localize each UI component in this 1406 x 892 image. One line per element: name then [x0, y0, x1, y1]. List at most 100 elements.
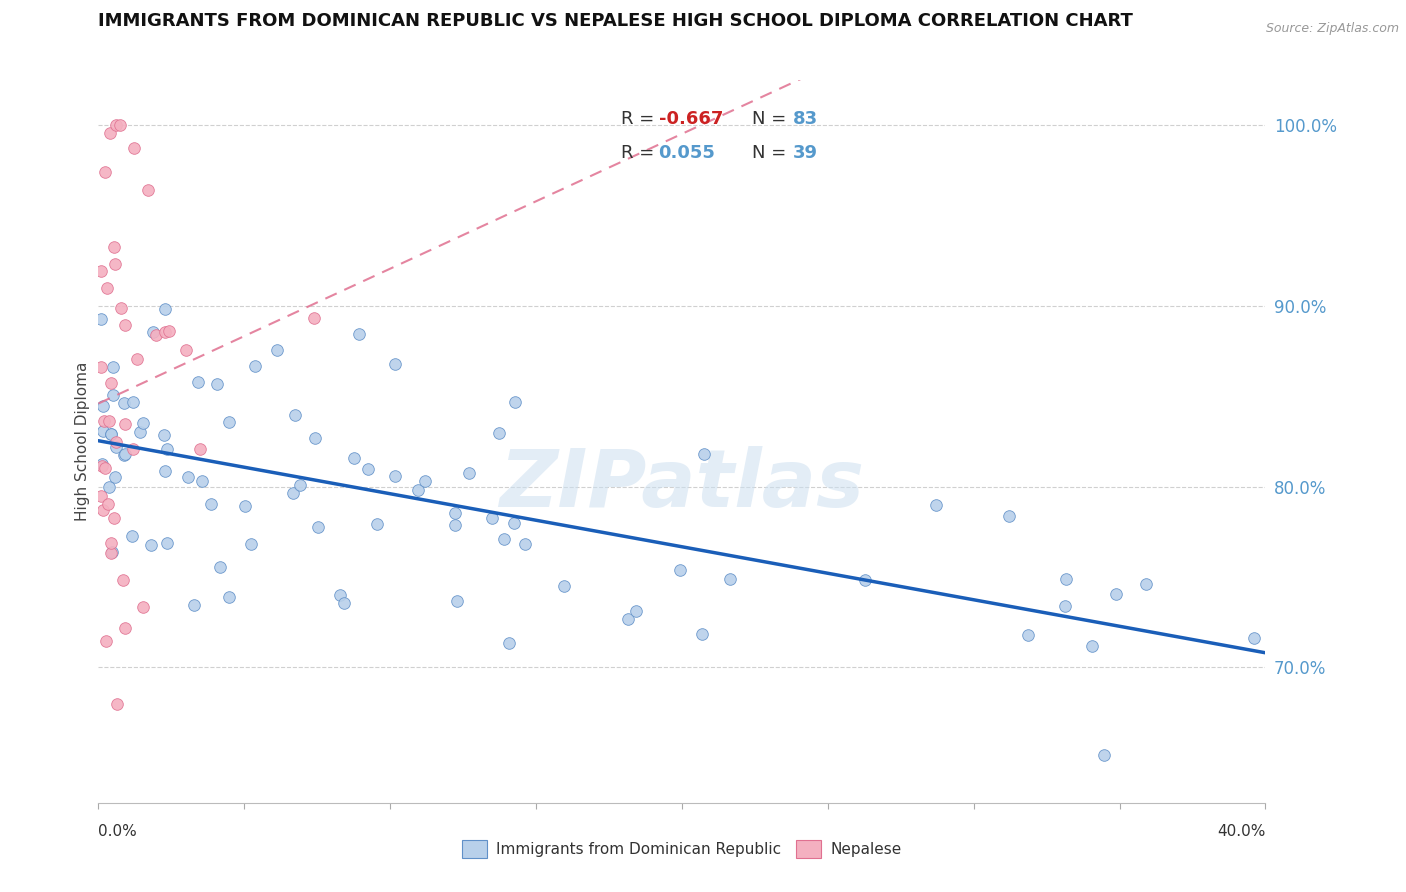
Point	[333, 596, 356, 610]
Point	[91, 502, 114, 516]
Point	[97, 497, 120, 511]
Point	[281, 486, 304, 500]
Point	[498, 636, 520, 650]
Point	[112, 396, 135, 410]
Point	[105, 119, 128, 133]
Point	[444, 518, 467, 533]
Point	[718, 572, 741, 586]
Point	[104, 440, 127, 454]
Text: 0.0%: 0.0%	[98, 824, 138, 839]
Point	[349, 327, 371, 342]
Point	[177, 470, 200, 484]
Point	[100, 427, 122, 442]
Point	[693, 447, 716, 461]
Point	[494, 532, 516, 546]
Point	[128, 425, 150, 439]
Point	[94, 461, 117, 475]
Point	[205, 377, 228, 392]
Point	[91, 424, 114, 438]
Point	[96, 634, 118, 648]
Point	[243, 359, 266, 373]
Point	[110, 119, 132, 133]
Point	[384, 469, 406, 483]
Text: N =: N =	[752, 144, 792, 161]
Point	[668, 563, 690, 577]
Point	[384, 357, 406, 371]
Point	[503, 395, 526, 409]
Point	[103, 387, 125, 401]
Point	[94, 165, 117, 179]
Text: ZIPatlas: ZIPatlas	[499, 446, 865, 524]
Point	[101, 545, 124, 559]
Text: R =: R =	[621, 110, 661, 128]
Point	[1092, 747, 1115, 762]
Point	[90, 359, 112, 374]
Point	[307, 520, 329, 534]
Point	[218, 590, 240, 604]
Point	[156, 442, 179, 456]
Point	[91, 399, 114, 413]
Point	[1054, 599, 1077, 613]
Point	[624, 604, 647, 618]
Point	[233, 499, 256, 513]
Point	[1081, 640, 1104, 654]
Point	[153, 427, 176, 442]
Point	[112, 573, 135, 587]
Point	[502, 516, 524, 530]
Text: R =: R =	[621, 144, 661, 161]
Point	[156, 536, 179, 550]
Point	[157, 324, 180, 338]
Text: 83: 83	[793, 110, 818, 128]
Point	[209, 560, 232, 574]
Point	[131, 600, 153, 615]
Point	[139, 538, 162, 552]
Point	[1104, 587, 1126, 601]
Point	[488, 426, 510, 441]
Text: 0.055: 0.055	[658, 144, 716, 161]
Point	[304, 431, 326, 445]
Point	[142, 325, 165, 339]
Point	[998, 508, 1021, 523]
Text: N =: N =	[752, 110, 792, 128]
Point	[104, 434, 127, 449]
Point	[481, 511, 503, 525]
Point	[187, 375, 209, 389]
Point	[329, 589, 352, 603]
Point	[153, 464, 176, 478]
Point	[138, 183, 160, 197]
Point	[93, 414, 115, 428]
Text: Source: ZipAtlas.com: Source: ZipAtlas.com	[1265, 22, 1399, 36]
Point	[343, 451, 366, 466]
Text: IMMIGRANTS FROM DOMINICAN REPUBLIC VS NEPALESE HIGH SCHOOL DIPLOMA CORRELATION C: IMMIGRANTS FROM DOMINICAN REPUBLIC VS NE…	[98, 12, 1133, 29]
Point	[1017, 628, 1039, 642]
Point	[132, 416, 155, 430]
Point	[200, 498, 222, 512]
Point	[1243, 632, 1265, 646]
Point	[174, 343, 197, 357]
Point	[124, 141, 146, 155]
Point	[100, 376, 122, 390]
Point	[515, 537, 537, 551]
Point	[853, 573, 876, 587]
Point	[121, 529, 143, 543]
Point	[444, 506, 467, 520]
Point	[357, 461, 380, 475]
Point	[98, 414, 121, 428]
Point	[114, 446, 136, 460]
Point	[616, 612, 638, 626]
Point	[288, 478, 311, 492]
Text: 39: 39	[793, 144, 818, 161]
Point	[366, 516, 388, 531]
Point	[458, 467, 481, 481]
Point	[121, 394, 143, 409]
Point	[284, 409, 307, 423]
Point	[155, 302, 177, 317]
Text: 40.0%: 40.0%	[1218, 824, 1265, 839]
Point	[1135, 577, 1157, 591]
Point	[110, 301, 132, 315]
Point	[183, 598, 205, 612]
Point	[114, 417, 136, 432]
Point	[98, 126, 121, 140]
Point	[114, 318, 136, 332]
Point	[446, 594, 468, 608]
